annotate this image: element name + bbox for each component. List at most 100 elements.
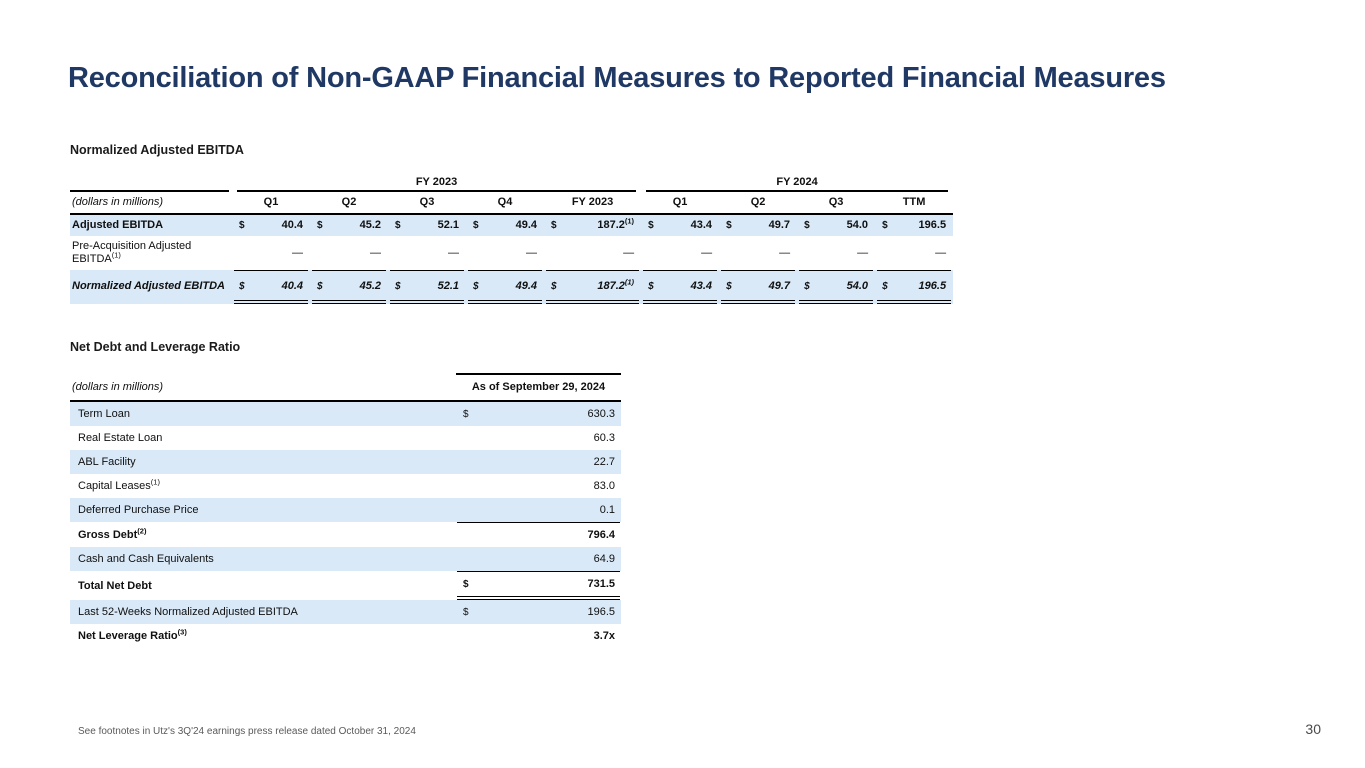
dollar-sign: $ (463, 579, 469, 590)
cell-content: — (546, 243, 639, 263)
netdebt-row: Capital Leases(1) 83.0 (70, 474, 621, 498)
footnote-text: See footnotes in Utz's 3Q'24 earnings pr… (78, 726, 416, 737)
ebitda-column-header: Q2 (310, 192, 388, 215)
netdebt-row: Last 52-Weeks Normalized Adjusted EBITDA… (70, 600, 621, 624)
netdebt-row-label-text: Term Loan (78, 408, 130, 420)
netdebt-header-row: (dollars in millions) As of September 29,… (70, 373, 621, 402)
netdebt-thead: (dollars in millions) As of September 29,… (70, 373, 621, 402)
ebitda-value-cell: $196.5 (875, 269, 954, 304)
ebitda-value-cell: $49.7 (719, 214, 798, 236)
ebitda-value-cell: $43.4 (641, 269, 720, 304)
cell-content: $45.2 (312, 269, 386, 304)
ebitda-table: FY 2023 FY 2024 (dollars in millions) Q1 Q2 Q… (70, 171, 954, 304)
ebitda-value-cell: — (388, 236, 466, 270)
cell-content: $52.1 (390, 215, 464, 235)
ebitda-value-cell: — (719, 236, 797, 270)
cell-value: 196.5 (918, 219, 947, 232)
ebitda-group-header: FY 2024 (641, 171, 953, 192)
netdebt-row-label: Last 52-Weeks Normalized Adjusted EBITDA (70, 600, 456, 624)
ebitda-value-cell: — (544, 236, 641, 270)
footnote-ref: (1) (111, 250, 121, 260)
ebitda-value-cell: — (466, 236, 544, 270)
ebitda-tbody: Adjusted EBITDA $40.4 $45.2 $52.1 $49.4 $187.… (70, 214, 954, 304)
cell-value: 0.1 (599, 504, 615, 516)
netdebt-value-cell: $630.3 (456, 401, 621, 426)
ebitda-column-header: Q4 (466, 192, 544, 215)
netdebt-row: Real Estate Loan 60.3 (70, 426, 621, 450)
dollar-sign: $ (317, 220, 323, 232)
cell-value: 731.5 (587, 578, 615, 590)
cell-value: — (857, 246, 869, 259)
ebitda-row-label: Adjusted EBITDA (70, 214, 232, 236)
cell-value: 49.4 (515, 279, 537, 292)
dollar-sign: $ (648, 280, 654, 292)
ebitda-value-cell: $196.5 (875, 214, 954, 236)
ebitda-row-label: Pre-Acquisition Adjusted EBITDA(1) (70, 236, 232, 270)
cell-value: 64.9 (593, 553, 615, 565)
dollar-sign: $ (551, 280, 557, 292)
ebitda-row-label: Normalized Adjusted EBITDA (70, 269, 232, 304)
dollar-sign: $ (804, 280, 810, 292)
dollar-sign: $ (726, 280, 732, 292)
netdebt-value-cell: 796.4 (456, 522, 621, 547)
cell-value: 54.0 (846, 219, 869, 232)
ebitda-column-header: Q2 (719, 192, 798, 215)
cell-content: — (234, 243, 308, 263)
cell-value: 196.5 (587, 606, 615, 618)
cell-content: $196.5 (877, 269, 952, 304)
ebitda-value-cell: $49.4 (466, 269, 544, 304)
footnote-ref: (3) (177, 627, 187, 637)
dollar-sign: $ (473, 280, 479, 292)
netdebt-row-label: Net Leverage Ratio(3) (70, 624, 456, 648)
ebitda-column-header: TTM (875, 192, 954, 215)
cell-content: — (799, 243, 873, 263)
ebitda-corner-cell (70, 171, 232, 192)
cell-content: $196.5 (457, 600, 620, 624)
ebitda-value-cell: $40.4 (232, 214, 310, 236)
ebitda-group-label: FY 2023 (237, 176, 637, 192)
ebitda-row: Pre-Acquisition Adjusted EBITDA(1) — — — — — —… (70, 236, 953, 270)
ebitda-column-header: FY 2023 (544, 192, 642, 215)
cell-value: — (935, 246, 947, 259)
cell-value: 49.4 (515, 219, 537, 232)
netdebt-row: Net Leverage Ratio(3) 3.7x (70, 624, 621, 648)
cell-content: 796.4 (457, 522, 620, 547)
netdebt-row-label: Capital Leases(1) (70, 474, 456, 498)
cell-value: 40.4 (281, 279, 303, 292)
cell-value: — (779, 246, 791, 259)
cell-content: $40.4 (234, 269, 308, 304)
cell-content: $40.4 (234, 215, 308, 235)
cell-content: $43.4 (643, 269, 718, 304)
netdebt-row-label-text: Last 52-Weeks Normalized Adjusted EBITDA (78, 606, 298, 618)
ebitda-value-cell: $52.1 (388, 214, 466, 236)
netdebt-date-header: As of September 29, 2024 (456, 373, 621, 402)
cell-content: $630.3 (457, 402, 620, 426)
footnote-ref: (1) (624, 277, 635, 287)
cell-content: $52.1 (390, 269, 464, 304)
ebitda-value-cell: $49.7 (719, 269, 798, 304)
netdebt-value-cell: 83.0 (456, 474, 621, 498)
dollar-sign: $ (882, 280, 888, 292)
netdebt-row-label: Gross Debt(2) (70, 522, 456, 547)
dollar-sign: $ (317, 280, 323, 292)
cell-content: 22.7 (457, 450, 620, 474)
netdebt-row-label-text: Net Leverage Ratio (78, 630, 178, 642)
netdebt-row-label-text: Total Net Debt (78, 579, 152, 592)
ebitda-row-label-text: Adjusted EBITDA (72, 219, 164, 231)
cell-content: — (468, 243, 542, 263)
cell-content: 64.9 (457, 547, 620, 571)
netdebt-row: Gross Debt(2) 796.4 (70, 522, 621, 547)
footnote-ref: (2) (137, 525, 147, 535)
netdebt-value-cell: 22.7 (456, 450, 621, 474)
netdebt-table: (dollars in millions) As of September 29,… (70, 373, 621, 648)
cell-value: 45.2 (359, 279, 381, 292)
ebitda-row-label-text: Normalized Adjusted EBITDA (72, 280, 225, 293)
ebitda-value-cell: $187.2(1) (544, 214, 642, 236)
netdebt-row-label-text: Capital Leases (78, 480, 151, 492)
cell-value: 49.7 (768, 219, 791, 232)
cell-value: 49.7 (768, 279, 791, 292)
ebitda-thead: FY 2023 FY 2024 (dollars in millions) Q1 Q2 Q… (70, 171, 954, 215)
cell-content: $45.2 (312, 215, 386, 235)
cell-value: — (370, 246, 381, 259)
ebitda-column-header: Q3 (797, 192, 876, 215)
